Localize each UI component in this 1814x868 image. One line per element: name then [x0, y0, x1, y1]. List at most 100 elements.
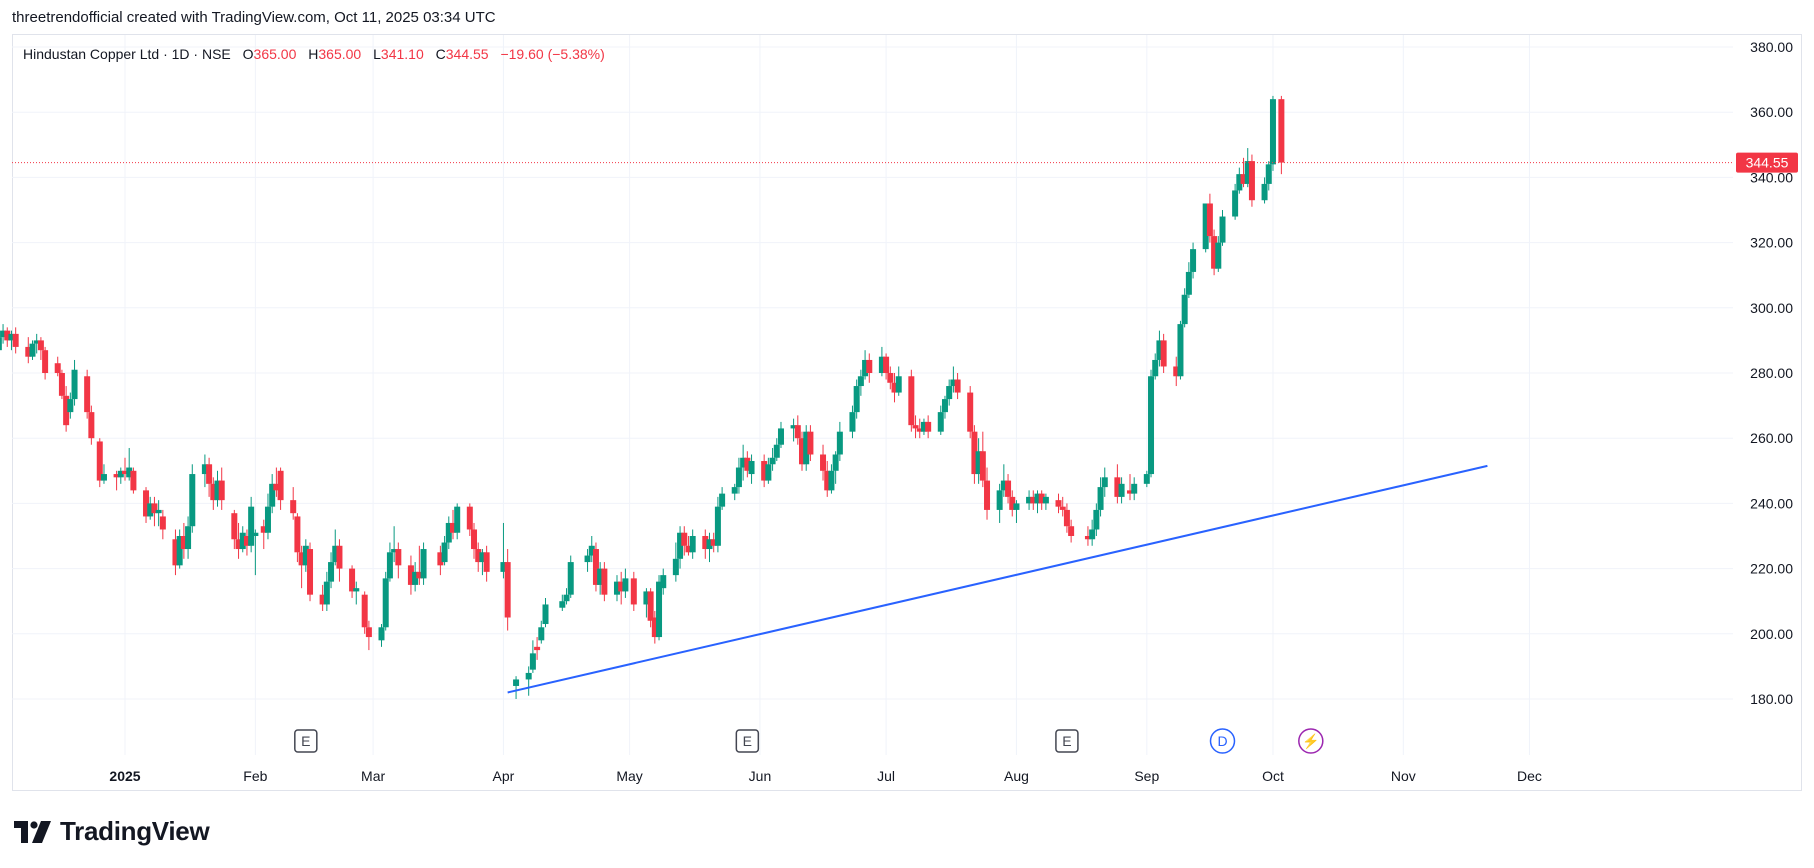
- price-tick-label: 280.00: [1750, 365, 1793, 381]
- candle-body: [1000, 480, 1007, 491]
- candle-body: [483, 552, 490, 572]
- candle-up: [542, 597, 549, 628]
- candle-down: [466, 503, 473, 536]
- candle-down: [954, 373, 961, 400]
- candle-body: [147, 503, 154, 517]
- candle-body: [1101, 477, 1108, 488]
- candle-body: [441, 542, 448, 563]
- candle-body: [1148, 376, 1155, 475]
- candle-up: [412, 562, 419, 592]
- last-price-badge: [1736, 152, 1798, 173]
- candle-body: [0, 337, 2, 351]
- candle-body: [1026, 496, 1033, 504]
- candle-down: [1084, 526, 1091, 546]
- candle-up: [302, 539, 309, 572]
- time-tick-label: Feb: [243, 768, 267, 784]
- candle-up: [441, 536, 448, 566]
- candle-body: [1181, 294, 1188, 325]
- candle-body: [206, 464, 213, 484]
- event-label: E: [301, 733, 310, 749]
- time-tick-label: Mar: [361, 768, 385, 784]
- candle-body: [916, 428, 923, 432]
- candle-body: [475, 549, 482, 563]
- candle-up: [1261, 177, 1268, 204]
- symbol-legend: Hindustan Copper Ltd · 1D · NSE O365.00 …: [23, 46, 605, 62]
- candle-body: [878, 356, 885, 373]
- candle-up: [155, 500, 162, 527]
- candle-down: [794, 415, 801, 445]
- chart-frame[interactable]: [12, 34, 1802, 791]
- candle-body: [378, 627, 385, 641]
- candle-body: [0, 330, 7, 338]
- candle-down: [172, 529, 179, 576]
- candle-down: [908, 369, 915, 432]
- candle-body: [1177, 324, 1184, 377]
- candle-down: [243, 529, 250, 556]
- candle-body: [853, 386, 860, 413]
- candle-down: [1059, 496, 1066, 517]
- candle-down: [807, 425, 814, 462]
- candle-up: [857, 369, 864, 396]
- candle-body: [290, 500, 297, 514]
- candle-body: [1248, 161, 1255, 201]
- candle-up: [100, 464, 107, 484]
- candle-down: [1278, 95, 1285, 175]
- candle-body: [1211, 236, 1218, 269]
- candle-up: [214, 470, 221, 507]
- candle-down: [504, 549, 511, 631]
- candle-up: [1089, 519, 1096, 546]
- candle-body: [1114, 477, 1121, 497]
- candle-body: [155, 509, 162, 514]
- candle-body: [735, 467, 742, 488]
- candle-body: [407, 565, 414, 585]
- candle-down: [235, 522, 242, 559]
- candle-body: [777, 428, 784, 445]
- candle-body: [803, 431, 810, 465]
- candle-body: [748, 461, 755, 475]
- candle-body: [862, 359, 869, 377]
- candle-down: [1173, 356, 1180, 387]
- candle-body: [361, 594, 368, 628]
- candle-body: [534, 646, 541, 651]
- candle-body: [887, 373, 894, 383]
- candle-body: [395, 549, 402, 566]
- candle-up: [1148, 369, 1155, 478]
- candle-body: [239, 532, 246, 550]
- candle-body: [1190, 249, 1197, 272]
- candle-body: [529, 653, 536, 670]
- candle-up: [1215, 236, 1222, 272]
- candle-down: [130, 467, 137, 494]
- candle-body: [365, 627, 372, 638]
- candle-body: [214, 480, 221, 501]
- candle-body: [122, 470, 128, 475]
- candle-body: [336, 545, 343, 569]
- candle-body: [29, 343, 36, 357]
- candle-up: [1143, 470, 1150, 488]
- candle-body: [1265, 164, 1272, 184]
- chart-credit: threetrendofficial created with TradingV…: [12, 9, 496, 26]
- candle-down: [883, 353, 890, 380]
- candle-body: [950, 379, 957, 387]
- candle-body: [740, 457, 747, 468]
- candle-up: [660, 568, 667, 595]
- candle-up: [777, 421, 784, 448]
- candle-up: [836, 421, 843, 462]
- candle-body: [323, 581, 330, 605]
- candle-body: [1143, 474, 1150, 484]
- candle-body: [172, 539, 179, 566]
- candle-body: [563, 594, 570, 602]
- candle-up: [0, 337, 2, 351]
- candle-up: [1042, 493, 1049, 510]
- candle-up: [386, 542, 393, 582]
- candle-up: [8, 330, 15, 351]
- candle-down: [967, 386, 974, 439]
- time-tick-label: Jun: [749, 768, 772, 784]
- candle-body: [672, 558, 679, 576]
- candle-body: [1059, 506, 1066, 510]
- candle-down: [1126, 474, 1133, 501]
- tradingview-brand[interactable]: TradingView: [14, 816, 210, 847]
- event-label: E: [743, 733, 752, 749]
- change-value: −19.60 (−5.38%): [500, 46, 605, 62]
- candle-down: [912, 415, 919, 439]
